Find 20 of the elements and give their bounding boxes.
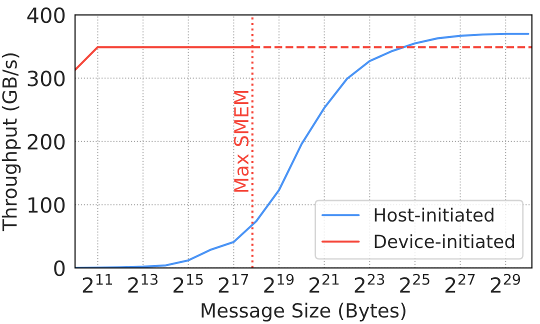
x-tick-label: 2$^{21}$ <box>309 274 339 293</box>
x-axis-title: Message Size (Bytes) <box>202 302 406 322</box>
y-tick-label: 0 <box>54 260 65 276</box>
y-tick-label: 100 <box>28 197 65 213</box>
x-tick-label: 2$^{27}$ <box>445 274 475 293</box>
y-tick-label: 300 <box>28 70 65 86</box>
y-tick-label: 200 <box>28 134 65 150</box>
x-tick-label: 2$^{17}$ <box>218 274 248 293</box>
y-axis-title: Throughput (GB/s) <box>2 53 21 232</box>
x-tick-label: 2$^{29}$ <box>490 274 520 293</box>
ref-line-label: Max SMEM <box>234 91 249 192</box>
x-tick-label: 2$^{11}$ <box>82 274 112 293</box>
x-tick-label: 2$^{13}$ <box>128 274 158 293</box>
legend-label: Device-initiated <box>374 234 514 248</box>
x-tick-label: 2$^{15}$ <box>174 274 203 293</box>
legend-label: Host-initiated <box>374 208 494 222</box>
x-tick-label: 2$^{25}$ <box>400 274 430 293</box>
x-tick-label: 2$^{19}$ <box>264 274 294 293</box>
x-tick-label: 2$^{23}$ <box>354 274 384 293</box>
y-tick-label: 400 <box>27 7 65 24</box>
